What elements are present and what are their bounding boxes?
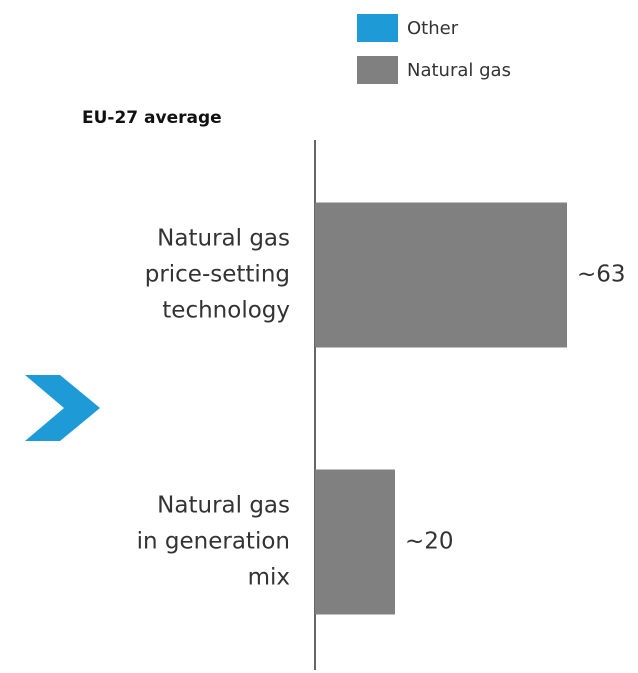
category-label: mix (248, 565, 290, 591)
bar (315, 202, 567, 348)
chevron-icon (25, 375, 100, 441)
value-label: ~63 (577, 262, 626, 288)
category-label: price-setting (145, 262, 290, 288)
category-label: technology (162, 298, 290, 324)
legend-label: Other (407, 18, 459, 39)
category-label: Natural gas (157, 226, 290, 252)
chart-title: EU-27 average (82, 108, 222, 128)
value-label: ~20 (405, 529, 454, 555)
legend-swatch (357, 56, 398, 84)
legend-swatch (357, 14, 398, 42)
legend-label: Natural gas (407, 60, 511, 81)
bar (315, 469, 395, 615)
category-label: Natural gas (157, 493, 290, 519)
category-label: in generation (137, 529, 290, 555)
